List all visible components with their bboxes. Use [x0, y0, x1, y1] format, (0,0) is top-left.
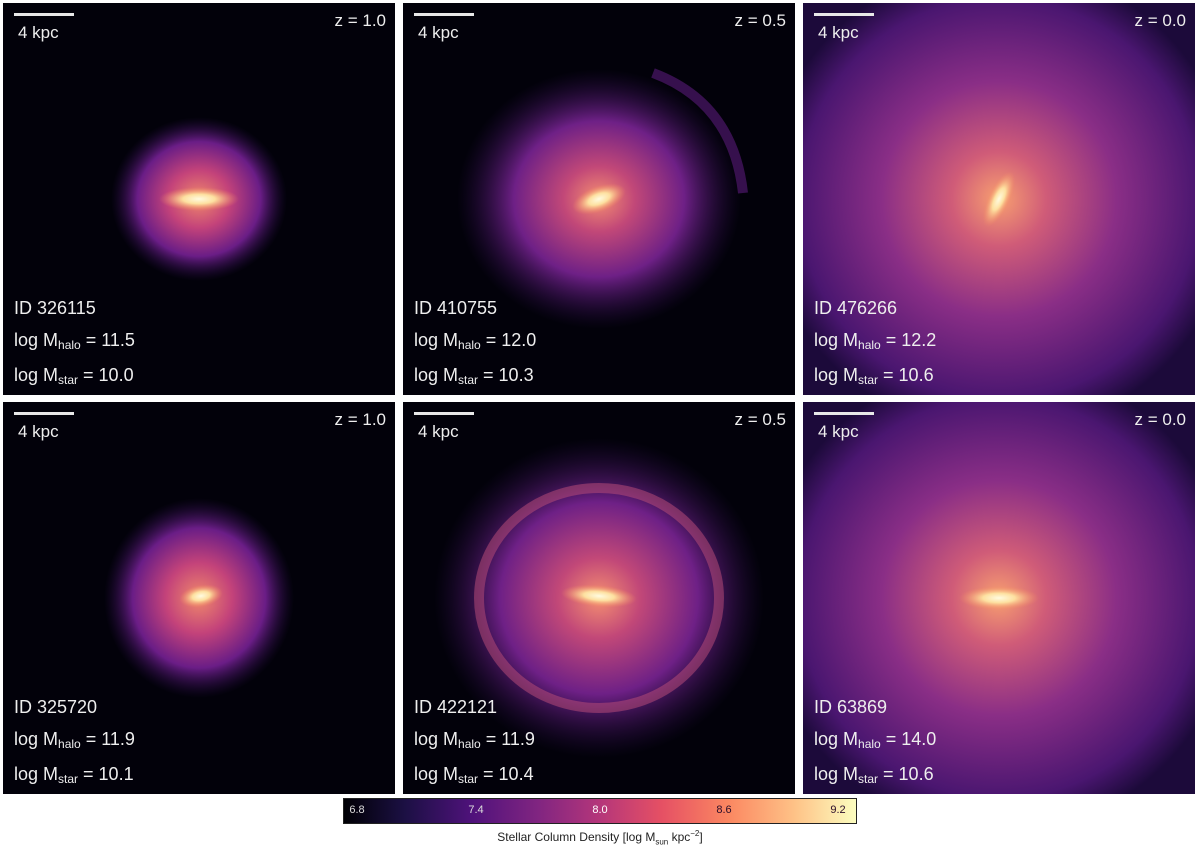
stellar-mass: log Mstar = 10.3 — [414, 365, 534, 387]
scale-bar — [414, 13, 474, 16]
scale-bar — [14, 13, 74, 16]
colorbar-tick: 8.0 — [592, 804, 608, 816]
halo-mass: log Mhalo = 12.0 — [414, 330, 537, 352]
redshift-label: z = 1.0 — [334, 410, 386, 429]
galaxy-panel-6: 4 kpc z = 0.0 ID 63869 log Mhalo = 14.0 … — [803, 402, 1195, 794]
colorbar-label: Stellar Column Density [log Msun kpc−2] — [497, 829, 703, 847]
redshift-label: z = 0.5 — [734, 410, 786, 429]
halo-mass: log Mhalo = 11.9 — [414, 729, 535, 751]
galaxy-id: ID 422121 — [414, 697, 498, 717]
stellar-mass: log Mstar = 10.6 — [814, 764, 934, 786]
halo-mass: log Mhalo = 11.5 — [14, 330, 135, 352]
galaxy-image — [803, 402, 1195, 794]
stellar-mass: log Mstar = 10.0 — [14, 365, 134, 387]
scale-label: 4 kpc — [18, 23, 59, 42]
redshift-label: z = 0.0 — [1134, 11, 1186, 30]
colorbar-tick: 7.4 — [468, 804, 484, 816]
galaxy-panel-5: 4 kpc z = 0.5 ID 422121 log Mhalo = 11.9… — [403, 402, 795, 794]
colorbar-tick: 9.2 — [830, 804, 846, 816]
galaxy-image — [803, 3, 1195, 395]
galaxy-image — [457, 68, 748, 329]
halo-mass: log Mhalo = 14.0 — [814, 729, 937, 751]
stellar-mass: log Mstar = 10.6 — [814, 365, 934, 387]
stellar-mass: log Mstar = 10.4 — [414, 764, 534, 786]
halo-mass: log Mhalo = 11.9 — [14, 729, 135, 751]
redshift-label: z = 0.5 — [734, 11, 786, 30]
redshift-label: z = 0.0 — [1134, 410, 1186, 429]
colorbar-tick: 8.6 — [716, 804, 732, 816]
galaxy-id: ID 325720 — [14, 697, 98, 717]
scale-label: 4 kpc — [418, 23, 459, 42]
galaxy-id: ID 476266 — [814, 298, 898, 318]
redshift-label: z = 1.0 — [334, 11, 386, 30]
galaxy-id: ID 326115 — [14, 298, 96, 318]
scale-bar — [814, 412, 874, 415]
galaxy-id: ID 410755 — [414, 298, 498, 318]
galaxy-id: ID 63869 — [814, 697, 888, 717]
galaxy-image — [434, 438, 764, 758]
scale-bar — [414, 412, 474, 415]
scale-label: 4 kpc — [418, 422, 459, 441]
galaxy-image — [104, 498, 294, 698]
scale-bar — [14, 412, 74, 415]
galaxy-panel-3: 4 kpc z = 0.0 ID 476266 log Mhalo = 12.2… — [803, 3, 1195, 395]
scale-label: 4 kpc — [818, 23, 859, 42]
scale-label: 4 kpc — [818, 422, 859, 441]
scale-label: 4 kpc — [18, 422, 59, 441]
stellar-mass: log Mstar = 10.1 — [14, 764, 134, 786]
scale-bar — [814, 13, 874, 16]
galaxy-panel-1: 4 kpc z = 1.0 ID 326115 log Mhalo = 11.5… — [3, 3, 395, 395]
colorbar: 6.8 7.4 8.0 8.6 9.2 — [343, 798, 857, 824]
colorbar-gradient — [343, 798, 857, 824]
galaxy-panel-2: 4 kpc z = 0.5 ID 410755 log Mhalo = 12.0… — [403, 3, 795, 395]
colorbar-tick: 6.8 — [349, 804, 365, 816]
galaxy-image — [111, 117, 287, 281]
galaxy-panel-4: 4 kpc z = 1.0 ID 325720 log Mhalo = 11.9… — [3, 402, 395, 794]
halo-mass: log Mhalo = 12.2 — [814, 330, 937, 352]
